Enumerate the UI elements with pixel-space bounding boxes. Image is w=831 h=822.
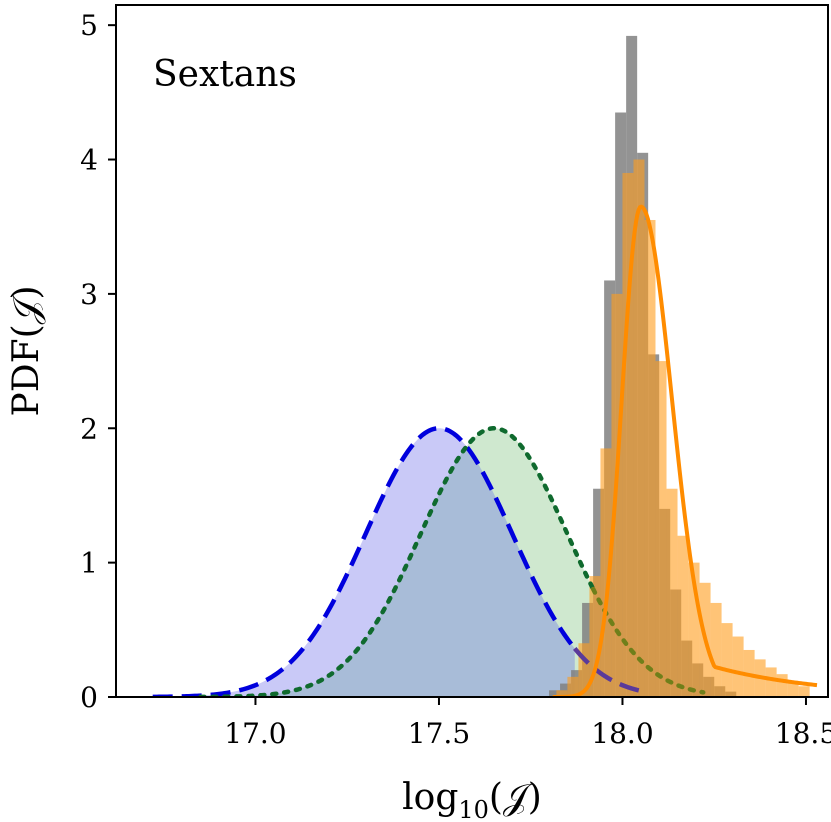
orange-histogram-bar — [578, 643, 590, 697]
x-axis-label: log10(𝒥) — [402, 777, 542, 822]
green-dotted-tail-line — [590, 586, 706, 695]
x-tick-label: 18.0 — [591, 717, 653, 750]
orange-histogram-bar — [600, 448, 612, 697]
orange-histogram-bar — [655, 361, 667, 697]
x-tick-label: 17.0 — [224, 717, 286, 750]
orange-histogram-bar — [622, 172, 634, 697]
orange-histogram-bar — [677, 535, 689, 697]
orange-histogram-bar — [732, 636, 744, 697]
y-tick-label: 2 — [80, 412, 98, 445]
orange-histogram-bar — [798, 686, 810, 697]
orange-histogram-bar — [589, 576, 601, 697]
orange-histogram-bar — [787, 680, 799, 697]
orange-histogram-bar — [644, 219, 656, 697]
x-axis-label-base: log — [402, 777, 458, 818]
x-axis-label-sub: 10 — [458, 796, 489, 822]
plot-frame — [115, 4, 829, 698]
x-axis-label-arg: (𝒥) — [489, 777, 542, 818]
y-tick-label: 1 — [80, 547, 98, 580]
green-dotted-gaussian-line — [198, 426, 596, 697]
x-tick-label: 17.5 — [408, 717, 470, 750]
overlap-fill — [200, 447, 575, 697]
y-tick-label: 5 — [80, 9, 98, 42]
y-tick-label: 4 — [80, 144, 98, 177]
orange-histogram-bar — [776, 674, 788, 697]
blue-dashed-gaussian-line — [152, 426, 577, 697]
y-tick-label: 3 — [80, 278, 98, 311]
axes: 17.0 17.5 18.0 18.5 0 1 2 3 4 5 — [80, 9, 831, 750]
x-tick-label: 18.5 — [775, 717, 831, 750]
orange-histogram-bar — [556, 690, 568, 697]
annotation-label: Sextans — [153, 54, 297, 95]
y-tick-label: 0 — [80, 681, 98, 714]
gray-histogram-bar — [549, 690, 561, 697]
y-axis-label: PDF(𝒥) — [6, 286, 47, 417]
plot-area — [152, 35, 818, 697]
orange-histogram-bar — [666, 488, 678, 697]
orange-histogram-bar — [567, 676, 579, 697]
orange-histogram — [556, 159, 810, 697]
orange-histogram-bar — [710, 602, 722, 697]
orange-histogram-bar — [633, 159, 645, 697]
orange-solid-density-line — [552, 204, 818, 697]
orange-histogram-bar — [688, 562, 700, 697]
orange-histogram-bar — [765, 667, 777, 697]
orange-histogram-bar — [721, 623, 733, 697]
blue-dashed-tail-line — [573, 647, 642, 694]
